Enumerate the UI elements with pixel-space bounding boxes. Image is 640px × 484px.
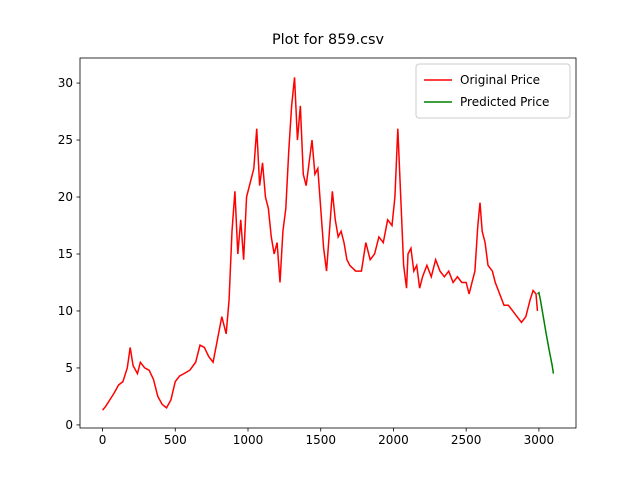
x-tick-label: 1500 (305, 433, 336, 447)
y-tick-label: 15 (58, 247, 73, 261)
line-series (101, 77, 539, 411)
plot-frame (79, 57, 577, 429)
x-tick-label: 3000 (524, 433, 555, 447)
y-tick-label: 30 (58, 76, 73, 90)
chart-title: Plot for 859.csv (272, 32, 385, 48)
y-tick-label: 0 (65, 418, 73, 432)
x-tick-label: 2000 (378, 433, 409, 447)
legend-box (415, 63, 571, 119)
legend-label: Original Price (460, 73, 540, 87)
y-tick-label: 10 (58, 304, 73, 318)
legend: Original Price Predicted Price (415, 63, 571, 119)
x-tick-label: 0 (99, 433, 107, 447)
legend-label: Predicted Price (460, 95, 549, 109)
x-tick-label: 1000 (233, 433, 264, 447)
x-tick-label: 2500 (451, 433, 482, 447)
y-tick-label: 5 (65, 361, 73, 375)
line-series (536, 291, 555, 374)
y-tick-label: 25 (58, 133, 73, 147)
x-tick-label: 500 (164, 433, 187, 447)
y-tick-label: 20 (58, 190, 73, 204)
